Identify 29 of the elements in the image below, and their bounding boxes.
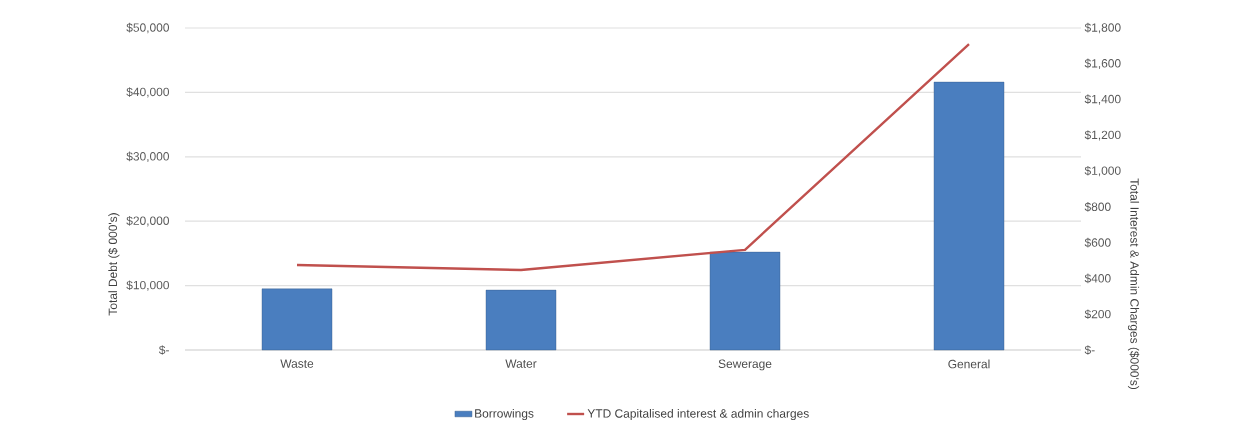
x-tick-label: Water (505, 359, 537, 368)
line-series (295, 42, 971, 272)
y-tick-label: $30,000 (126, 151, 170, 162)
y2-tick-label: $1,400 (1084, 94, 1121, 105)
y-tick-label: $20,000 (126, 216, 170, 227)
y2-tick-label: $1,800 (1084, 22, 1121, 34)
x-tick-label: Waste (280, 359, 314, 368)
y-tick-label: $50,000 (126, 22, 170, 34)
x-tick-label: General (948, 359, 990, 369)
y2-tick-label: $400 (1084, 273, 1111, 284)
y2-tick-label: $1,000 (1084, 165, 1121, 177)
y-tick-label: $40,000 (126, 87, 170, 98)
y2-tick-label: $600 (1084, 237, 1111, 248)
bar (709, 251, 781, 351)
bar (933, 81, 1005, 351)
y2-tick-label: $- (1084, 345, 1095, 355)
y2-axis-title: Total Interest & Admin Charges ($000's) (1127, 178, 1140, 390)
y2-tick-label: $1,600 (1084, 58, 1121, 69)
y2-tick-label: $1,200 (1084, 130, 1121, 141)
legend-label: Borrowings (475, 408, 534, 421)
bar (261, 288, 333, 351)
y-tick-label: $- (158, 345, 169, 355)
y2-tick-label: $200 (1084, 309, 1111, 320)
x-tick-label: Sewerage (718, 359, 772, 371)
y-axis-title: Total Debt ($ 000's) (108, 213, 120, 316)
bar (485, 289, 557, 351)
y2-tick-label: $800 (1084, 202, 1111, 212)
legend-label: YTD Capitalised interest & admin charges (587, 408, 809, 421)
y-tick-label: $10,000 (126, 280, 170, 291)
